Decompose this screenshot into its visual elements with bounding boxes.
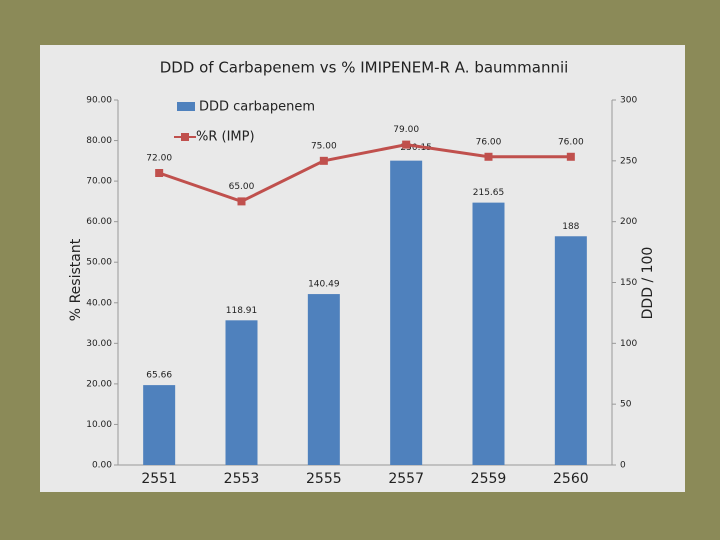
panel (40, 45, 685, 492)
y2-tick-label: 50 (620, 400, 632, 410)
y-tick-label: 10.00 (86, 420, 112, 430)
bar-label: 65.66 (146, 371, 172, 381)
x-tick-label: 2553 (224, 471, 260, 487)
y-tick-label: 90.00 (86, 96, 112, 106)
y2-tick-label: 150 (620, 278, 637, 288)
y-tick-label: 0.00 (92, 461, 112, 471)
y2-axis-label: DDD / 100 (640, 247, 656, 320)
bar (225, 320, 258, 465)
point-label: 76.00 (476, 137, 502, 147)
y-tick-label: 60.00 (86, 217, 112, 227)
y-axis-label: % Resistant (68, 238, 84, 321)
line (158, 143, 571, 204)
y2-tick-label: 100 (620, 339, 637, 349)
point-label: 65.00 (229, 182, 255, 192)
bar-label: 188 (562, 222, 579, 232)
bar (472, 202, 505, 465)
chart-title: DDD of Carbapenem vs % IMIPENEM-R A. bau… (160, 59, 569, 77)
y-tick-label: 30.00 (86, 339, 112, 349)
bar (554, 236, 587, 465)
y2-tick-label: 200 (620, 217, 637, 227)
point-label: 72.00 (146, 154, 172, 164)
marker (484, 152, 493, 161)
x-tick-label: 2559 (471, 471, 507, 487)
bar (143, 385, 176, 465)
y-tick-label: 20.00 (86, 379, 112, 389)
legend-swatch (177, 102, 195, 111)
marker (155, 169, 164, 177)
x-tick-label: 2557 (388, 471, 424, 487)
point-label: 75.00 (311, 141, 337, 151)
bar-label: 118.91 (226, 306, 258, 316)
y2-tick-label: 250 (620, 156, 637, 166)
x-tick-label: 2551 (141, 471, 177, 487)
marker (237, 197, 246, 206)
bar-label: 215.65 (473, 188, 505, 198)
bar-label: 250.15 (400, 143, 432, 153)
x-tick-label: 2555 (306, 471, 342, 487)
marker (319, 156, 328, 165)
marker (566, 152, 575, 161)
y-tick-label: 80.00 (86, 136, 112, 146)
y-tick-label: 70.00 (86, 177, 112, 187)
legend-marker (181, 133, 189, 141)
bar (390, 160, 423, 466)
point-label: 79.00 (393, 125, 419, 135)
y-tick-label: 40.00 (86, 298, 112, 308)
legend-label: DDD carbapenem (199, 100, 315, 115)
y-tick-label: 50.00 (86, 258, 112, 268)
point-label: 76.00 (558, 137, 584, 147)
bar-label: 140.49 (308, 280, 340, 290)
x-tick-label: 2560 (553, 471, 589, 487)
marker (402, 140, 411, 149)
legend-label: %R (IMP) (196, 130, 255, 145)
y2-tick-label: 0 (620, 461, 626, 471)
bar (307, 294, 340, 465)
y2-tick-label: 300 (620, 96, 637, 106)
